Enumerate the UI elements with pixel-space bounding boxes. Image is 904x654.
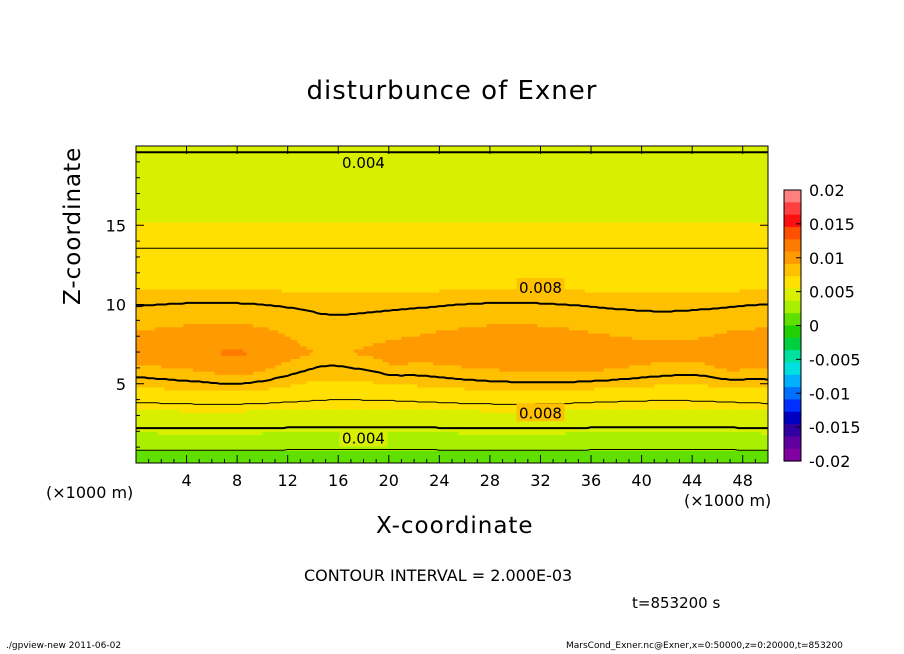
- x-tick-label: 40: [631, 471, 651, 490]
- x-tick-label: 16: [328, 471, 348, 490]
- x-tick-label: 32: [530, 471, 550, 490]
- colorbar-band: [784, 325, 801, 339]
- contour-line: [136, 449, 768, 451]
- contour-label: 0.008: [519, 404, 562, 422]
- colorbar-band: [784, 276, 801, 290]
- x-tick-label: 36: [581, 471, 601, 490]
- colorbar-band: [784, 350, 801, 364]
- filled-contours: [136, 146, 768, 463]
- x-axis: 4 8 12 16 20 24 28 32 36 40 44 48: [148, 146, 756, 490]
- contour-labels: 0.004 0.008 0.008 0.004: [339, 152, 565, 448]
- contour-label-bg: [339, 152, 388, 171]
- contour-lines: [136, 151, 768, 451]
- y-axis-label: Z-coordinate: [60, 147, 86, 305]
- contour-line: [136, 364, 768, 385]
- contour-label: 0.008: [519, 279, 562, 297]
- y-tick-label: 15: [106, 216, 126, 235]
- colorbar-band: [784, 424, 801, 437]
- colorbar-band: [784, 202, 801, 216]
- y-tick-label: 5: [116, 375, 126, 394]
- x-tick-label: 28: [480, 471, 500, 490]
- contour-label-bg: [516, 403, 565, 422]
- y-axis: 5 10 15: [106, 161, 768, 448]
- colorbar-band: [784, 387, 801, 401]
- x-tick-label: 44: [682, 471, 702, 490]
- colorbar-band: [784, 226, 801, 240]
- contour-label: 0.004: [342, 430, 385, 448]
- contour-label-bg: [339, 428, 388, 447]
- x-tick-label: 20: [379, 471, 399, 490]
- colorbar-band: [784, 300, 801, 314]
- contour-label-bg: [516, 278, 565, 297]
- x-unit-label-right: (×1000 m): [684, 491, 771, 510]
- contour-line: [136, 426, 768, 430]
- chart-title: disturbunce of Exner: [0, 76, 904, 106]
- colorbar-band: [784, 436, 801, 450]
- x-tick-label: 12: [278, 471, 298, 490]
- contour-label: 0.004: [342, 154, 385, 172]
- colorbar-band: [784, 251, 801, 265]
- colorbar-tick-label: 0.015: [809, 215, 855, 234]
- time-stamp: t=853200 s: [632, 594, 720, 612]
- colorbar-band: [784, 313, 801, 327]
- footer-left: ./gpview-new 2011-06-02: [6, 641, 121, 651]
- x-tick-label: 8: [232, 471, 242, 490]
- x-tick-label: 48: [733, 471, 753, 490]
- y-tick-label: 10: [106, 296, 126, 315]
- colorbar-band: [784, 374, 801, 388]
- colorbar-tick-label: 0.01: [809, 249, 845, 268]
- colorbar-band: [784, 362, 801, 376]
- footer-right: MarsCond_Exner.nc@Exner,x=0:50000,z=0:20…: [566, 641, 843, 651]
- colorbar-tick-label: -0.02: [809, 452, 850, 471]
- contour-line: [136, 399, 768, 405]
- colorbar: 0.02 0.015 0.01 0.005 0 -0.005 -0.01 -0.015 -0.0…: [783, 181, 861, 471]
- colorbar-band: [784, 214, 801, 228]
- colorbar-tick-label: -0.015: [809, 418, 861, 437]
- colorbar-band: [784, 399, 801, 413]
- colorbar-tick-label: -0.005: [809, 350, 861, 369]
- contour-line: [136, 301, 768, 316]
- x-axis-label: X-coordinate: [376, 513, 534, 539]
- x-tick-label: 4: [181, 471, 191, 490]
- contour-interval-text: CONTOUR INTERVAL = 2.000E-03: [304, 566, 572, 585]
- colorbar-band: [784, 190, 801, 203]
- colorbar-tick-label: -0.01: [809, 384, 850, 403]
- colorbar-band: [784, 288, 801, 302]
- colorbar-band: [784, 411, 801, 425]
- colorbar-band: [784, 263, 801, 277]
- x-tick-label: 24: [429, 471, 449, 490]
- colorbar-band: [784, 448, 801, 462]
- colorbar-band: [784, 239, 801, 253]
- colorbar-band: [784, 337, 801, 351]
- colorbar-tick-label: 0.005: [809, 283, 855, 302]
- colorbar-tick-label: 0: [809, 317, 819, 336]
- x-unit-label-left: (×1000 m): [46, 483, 133, 502]
- colorbar-tick-label: 0.02: [809, 181, 845, 200]
